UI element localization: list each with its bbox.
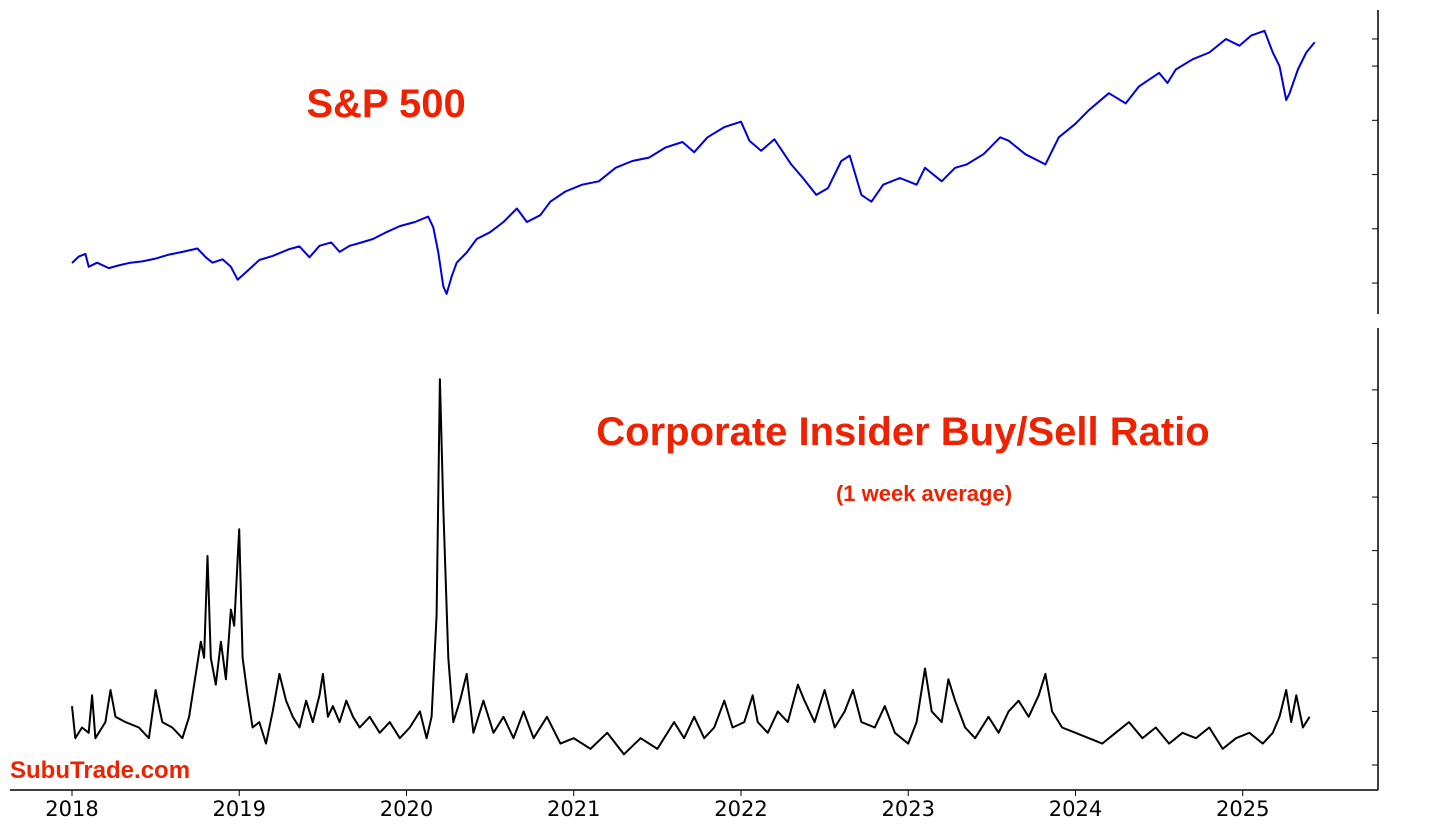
insider-ratio-title: Corporate Insider Buy/Sell Ratio xyxy=(596,410,1209,454)
x-axis-tick-group: 2018 2019 2020 2021 2022 2023 2024 2025 xyxy=(45,790,1269,821)
subutrade-watermark: SubuTrade.com xyxy=(10,757,190,784)
sp500-panel: S&P 500 xyxy=(71,10,1379,314)
x-tick-label-2024: 2024 xyxy=(1049,797,1102,821)
x-tick-label-2022: 2022 xyxy=(714,797,767,821)
x-tick-label-2020: 2020 xyxy=(380,797,433,821)
insider-ratio-series-line xyxy=(71,378,1311,756)
x-tick-label-2025: 2025 xyxy=(1216,797,1269,821)
insider-panel: Corporate Insider Buy/Sell Ratio (1 week… xyxy=(10,328,1379,791)
insider-ratio-subtitle: (1 week average) xyxy=(836,481,1012,506)
sp500-series-line xyxy=(71,29,1316,295)
insider-ytick-group xyxy=(1372,389,1378,766)
x-tick-label-2018: 2018 xyxy=(45,797,98,821)
x-tick-label-2021: 2021 xyxy=(547,797,600,821)
sp500-title: S&P 500 xyxy=(306,82,465,126)
x-tick-label-2019: 2019 xyxy=(213,797,266,821)
sp500-ytick-group xyxy=(1372,38,1378,284)
x-tick-label-2023: 2023 xyxy=(882,797,935,821)
